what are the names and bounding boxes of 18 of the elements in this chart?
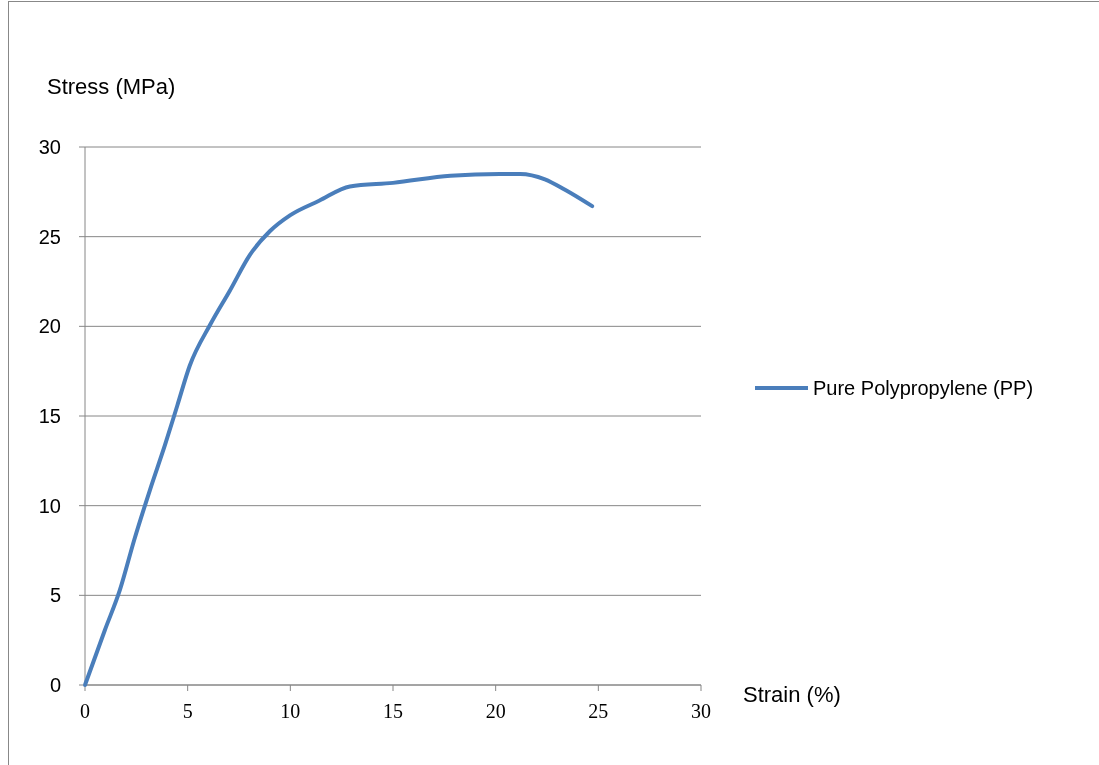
line-series <box>83 171 595 687</box>
x-tick-label: 25 <box>588 700 609 722</box>
x-tick-label: 20 <box>485 700 506 722</box>
y-axis-title: Stress (MPa) <box>47 74 176 99</box>
y-tick-label: 10 <box>38 494 61 517</box>
y-tick-label: 30 <box>38 136 61 158</box>
x-tick-label: 0 <box>80 700 90 722</box>
y-tick-label: 5 <box>49 584 61 607</box>
x-tick-label: 30 <box>691 700 711 722</box>
x-tick-label: 10 <box>280 700 301 722</box>
y-tick-label: 20 <box>38 315 61 338</box>
legend-label: Pure Polypropylene (PP) <box>813 377 1034 399</box>
x-axis-title: Strain (%) <box>743 682 841 707</box>
x-tick-label: 15 <box>383 700 403 722</box>
y-tick-label: 25 <box>38 225 61 248</box>
y-tick-label: 15 <box>38 405 61 427</box>
y-tick-label: 0 <box>49 674 61 696</box>
x-tick-label: 5 <box>182 700 193 722</box>
